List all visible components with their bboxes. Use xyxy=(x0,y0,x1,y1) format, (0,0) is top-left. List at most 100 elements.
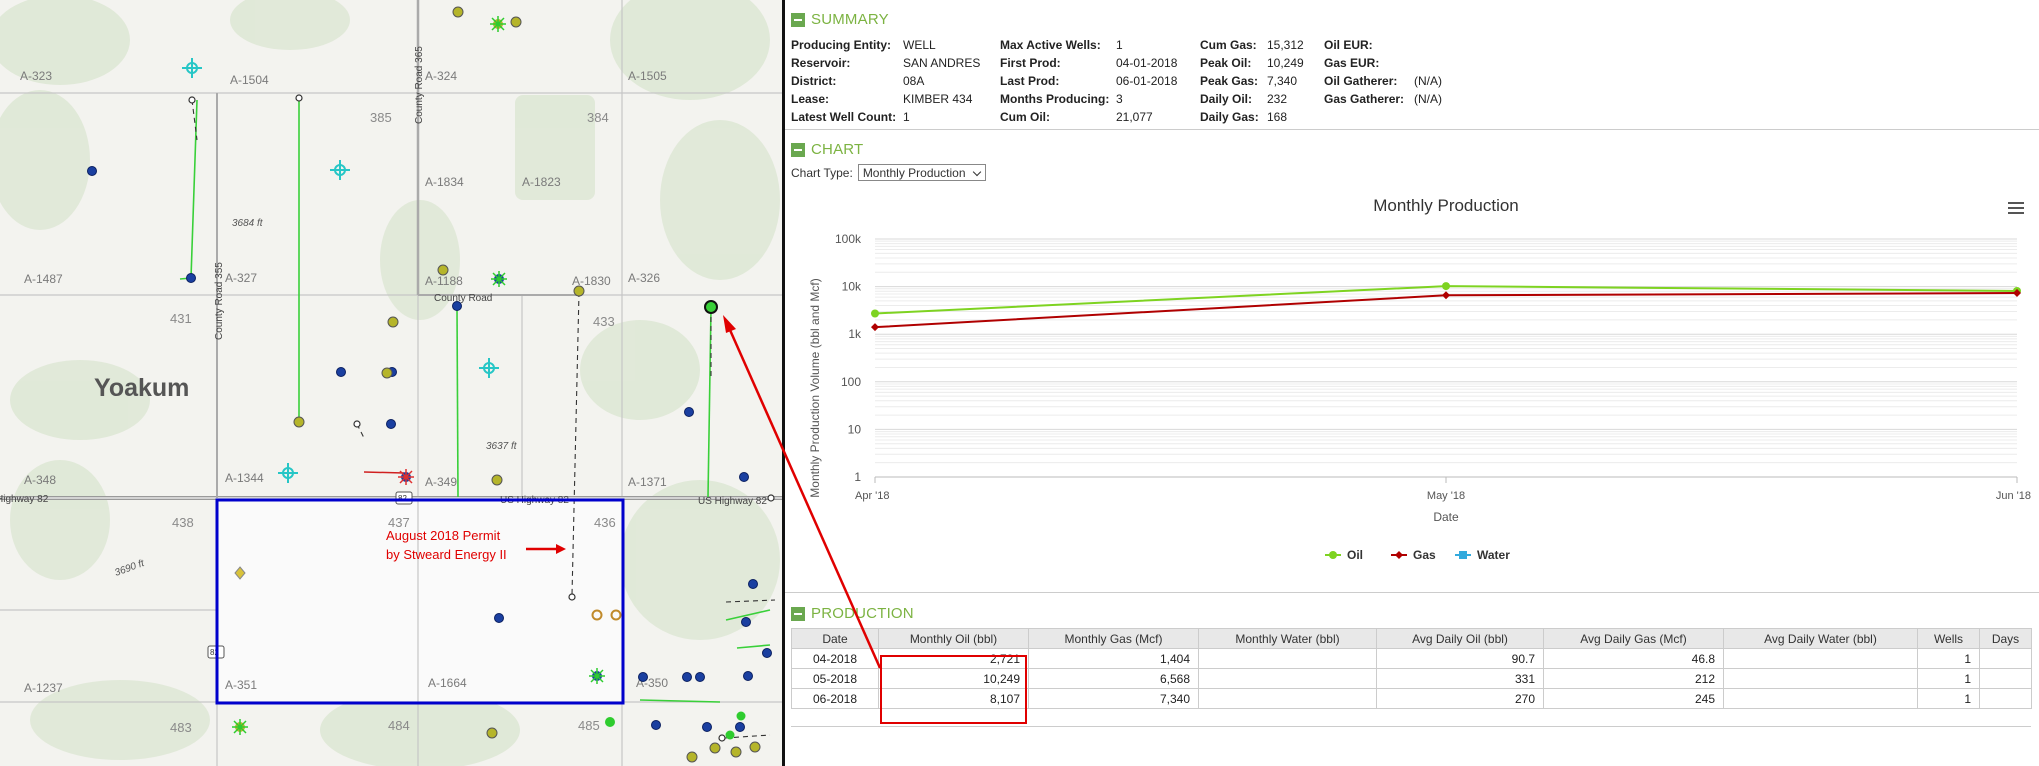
column-header[interactable]: Avg Daily Oil (bbl) xyxy=(1376,628,1544,649)
permit-well-icon[interactable] xyxy=(610,609,622,621)
legend-entry[interactable]: Water xyxy=(1477,548,1510,562)
map-panel[interactable]: A-323 A-1504 A-324 A-1505 A-1834 A-1823 … xyxy=(0,0,782,766)
gas-well-icon[interactable] xyxy=(682,672,692,682)
starburst-well-icon[interactable] xyxy=(491,271,507,287)
summary-value: 1 xyxy=(903,110,910,124)
gas-well-icon[interactable] xyxy=(87,166,97,176)
column-header[interactable]: Date xyxy=(791,628,879,649)
table-cell: 245 xyxy=(1543,688,1724,709)
gas-well-icon[interactable] xyxy=(494,613,504,623)
column-header[interactable]: Days xyxy=(1979,628,2032,649)
column-header[interactable]: Monthly Oil (bbl) xyxy=(878,628,1029,649)
gas-well-icon[interactable] xyxy=(695,672,705,682)
oil-well-icon[interactable] xyxy=(686,751,698,763)
table-cell xyxy=(1198,688,1377,709)
gas-well-icon[interactable] xyxy=(702,722,712,732)
survey-label: A-326 xyxy=(628,271,660,285)
column-header[interactable]: Avg Daily Gas (Mcf) xyxy=(1543,628,1724,649)
green-well-icon[interactable] xyxy=(736,711,746,721)
gas-well-icon[interactable] xyxy=(739,472,749,482)
legend-entry[interactable]: Oil xyxy=(1347,548,1363,562)
summary-collapse-icon[interactable] xyxy=(791,12,805,27)
oil-well-icon[interactable] xyxy=(381,367,393,379)
green-well-icon[interactable] xyxy=(725,730,735,740)
oil-well-icon[interactable] xyxy=(452,6,464,18)
summary-row: Cum Gas: 15,312 xyxy=(1200,36,1304,54)
production-title: PRODUCTION xyxy=(811,605,914,622)
oil-well-icon[interactable] xyxy=(573,285,585,297)
table-row[interactable]: 05-2018 10,249 6,568 331 212 1 xyxy=(791,668,2032,689)
oil-well-icon[interactable] xyxy=(387,316,399,328)
gas-well-icon[interactable] xyxy=(762,648,772,658)
column-header[interactable]: Monthly Gas (Mcf) xyxy=(1028,628,1199,649)
chart-type-select[interactable]: Monthly Production xyxy=(857,164,986,181)
road-label: County Road 365 xyxy=(414,46,425,124)
selected-well-icon[interactable] xyxy=(704,300,718,314)
summary-value: (N/A) xyxy=(1414,74,1442,88)
production-collapse-icon[interactable] xyxy=(791,606,805,621)
survey-label: A-1834 xyxy=(425,175,464,189)
oil-well-icon[interactable] xyxy=(749,741,761,753)
oil-well-icon[interactable] xyxy=(510,16,522,28)
gas-well-icon[interactable] xyxy=(186,273,196,283)
gas-well-icon[interactable] xyxy=(748,579,758,589)
starburst-well-icon[interactable] xyxy=(490,16,506,32)
surface-location-icon[interactable] xyxy=(295,94,303,102)
gas-well-icon[interactable] xyxy=(638,672,648,682)
surface-location-icon[interactable] xyxy=(353,420,361,428)
oil-well-icon[interactable] xyxy=(491,474,503,486)
survey-label: A-327 xyxy=(225,271,257,285)
gas-well-icon[interactable] xyxy=(336,367,346,377)
summary-row: District: 08A xyxy=(791,72,980,90)
oil-well-icon[interactable] xyxy=(709,742,721,754)
gas-well-icon[interactable] xyxy=(735,722,745,732)
gas-well-icon[interactable] xyxy=(452,301,462,311)
surface-location-icon[interactable] xyxy=(188,96,196,104)
summary-key: Daily Gas: xyxy=(1200,110,1259,124)
summary-value: 10,249 xyxy=(1267,56,1304,70)
road-label: Highway 82 xyxy=(0,494,49,505)
table-cell: 331 xyxy=(1376,668,1544,689)
table-cell xyxy=(1979,688,2032,709)
section-number: 436 xyxy=(594,515,616,530)
chart-menu-icon[interactable] xyxy=(2008,200,2024,214)
survey-label: A-1188 xyxy=(425,274,463,288)
oil-well-icon[interactable] xyxy=(730,746,742,758)
column-header[interactable]: Wells xyxy=(1917,628,1980,649)
surface-location-icon[interactable] xyxy=(568,593,576,601)
section-number: 433 xyxy=(593,314,615,329)
chart-collapse-icon[interactable] xyxy=(791,142,805,157)
starburst-well-icon[interactable] xyxy=(232,719,248,735)
column-header[interactable]: Avg Daily Water (bbl) xyxy=(1723,628,1918,649)
legend-entry[interactable]: Gas xyxy=(1413,548,1436,562)
table-row[interactable]: 06-2018 8,107 7,340 270 245 1 xyxy=(791,688,2032,709)
oil-well-icon[interactable] xyxy=(486,727,498,739)
oil-well-icon[interactable] xyxy=(293,416,305,428)
oil-well-icon[interactable] xyxy=(437,264,449,276)
table-cell: 1 xyxy=(1917,668,1980,689)
summary-column-1: Producing Entity: WELL Reservoir: SAN ANDRE… xyxy=(791,36,980,126)
permit-well-icon[interactable] xyxy=(591,609,603,621)
section-number: 484 xyxy=(388,718,410,733)
permit-diamond-icon[interactable] xyxy=(234,566,246,580)
gas-well-icon[interactable] xyxy=(743,671,753,681)
injection-well-icon[interactable] xyxy=(278,463,298,483)
starburst-well-icon[interactable] xyxy=(398,469,414,485)
production-header: PRODUCTION xyxy=(791,605,914,622)
green-well-icon[interactable] xyxy=(605,717,615,727)
starburst-well-icon[interactable] xyxy=(589,668,605,684)
injection-well-icon[interactable] xyxy=(479,358,499,378)
surface-location-icon[interactable] xyxy=(767,494,775,502)
column-header[interactable]: Monthly Water (bbl) xyxy=(1198,628,1377,649)
gas-well-icon[interactable] xyxy=(684,407,694,417)
summary-value: 04-01-2018 xyxy=(1116,56,1178,70)
gas-well-icon[interactable] xyxy=(741,617,751,627)
injection-well-icon[interactable] xyxy=(330,160,350,180)
table-row[interactable]: 04-2018 2,721 1,404 90.7 46.8 1 xyxy=(791,648,2032,669)
map-canvas[interactable]: A-323 A-1504 A-324 A-1505 A-1834 A-1823 … xyxy=(0,0,782,766)
table-cell: 6,568 xyxy=(1028,668,1199,689)
surface-location-icon[interactable] xyxy=(718,734,726,742)
gas-well-icon[interactable] xyxy=(651,720,661,730)
injection-well-icon[interactable] xyxy=(182,58,202,78)
gas-well-icon[interactable] xyxy=(386,419,396,429)
